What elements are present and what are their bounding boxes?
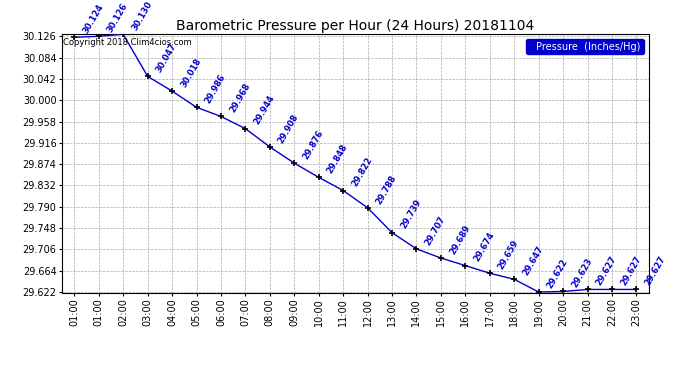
Text: 29.944: 29.944 bbox=[253, 94, 276, 126]
Text: 29.627: 29.627 bbox=[619, 255, 643, 287]
Text: 30.124: 30.124 bbox=[81, 3, 106, 35]
Text: 29.908: 29.908 bbox=[277, 112, 301, 145]
Text: 29.623: 29.623 bbox=[570, 257, 594, 290]
Text: 30.126: 30.126 bbox=[106, 2, 130, 34]
Text: 29.647: 29.647 bbox=[521, 244, 545, 277]
Text: 30.047: 30.047 bbox=[155, 42, 179, 74]
Text: 29.627: 29.627 bbox=[595, 255, 618, 287]
Text: 29.707: 29.707 bbox=[424, 214, 447, 247]
Text: 29.788: 29.788 bbox=[375, 173, 398, 206]
Text: 30.018: 30.018 bbox=[179, 57, 203, 89]
Title: Barometric Pressure per Hour (24 Hours) 20181104: Barometric Pressure per Hour (24 Hours) … bbox=[176, 19, 535, 33]
Text: 29.689: 29.689 bbox=[448, 224, 472, 256]
Text: 29.986: 29.986 bbox=[204, 73, 228, 105]
Text: 29.968: 29.968 bbox=[228, 82, 252, 114]
Legend: Pressure  (Inches/Hg): Pressure (Inches/Hg) bbox=[526, 39, 644, 54]
Text: 29.739: 29.739 bbox=[399, 198, 423, 231]
Text: 30.130: 30.130 bbox=[130, 0, 154, 32]
Text: 29.848: 29.848 bbox=[326, 143, 350, 175]
Text: 29.622: 29.622 bbox=[546, 257, 570, 290]
Text: 29.659: 29.659 bbox=[497, 238, 521, 271]
Text: 29.674: 29.674 bbox=[472, 231, 496, 264]
Text: Copyright 2018 Clim4cios.com: Copyright 2018 Clim4cios.com bbox=[63, 38, 191, 46]
Text: 29.627: 29.627 bbox=[643, 255, 667, 287]
Text: 29.822: 29.822 bbox=[350, 156, 374, 188]
Text: 29.876: 29.876 bbox=[302, 129, 325, 161]
